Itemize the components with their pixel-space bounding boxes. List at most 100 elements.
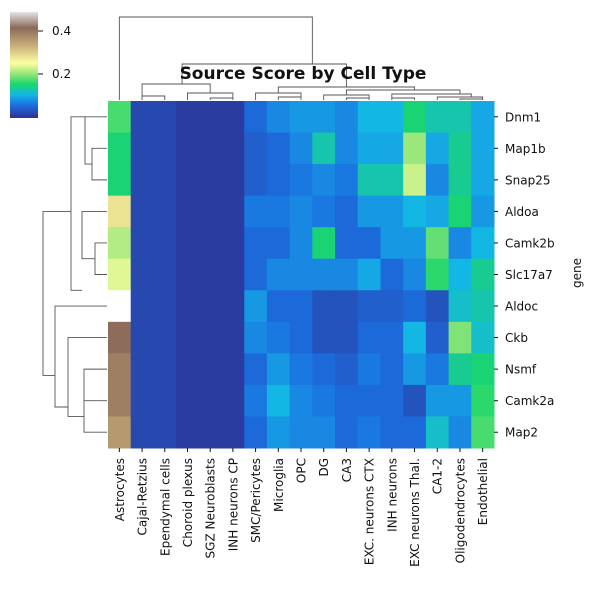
row-label: Dnm1 (505, 110, 541, 124)
heatmap-cell (357, 321, 381, 354)
heatmap-cell (153, 258, 177, 291)
heatmap-cell (357, 132, 381, 165)
heatmap-cell (244, 164, 268, 197)
row-tick-marks (494, 116, 498, 433)
heatmap-cell (244, 416, 268, 449)
heatmap-cell (425, 164, 450, 197)
row-label: Aldoa (505, 205, 539, 219)
heatmap-cell (130, 164, 154, 197)
heatmap-cell (108, 290, 132, 323)
heatmap-cell (312, 416, 336, 449)
column-label: INH neurons CP (226, 458, 240, 551)
heatmap-cell (425, 384, 450, 417)
heatmap-cell (221, 290, 245, 323)
heatmap-cell (471, 353, 495, 386)
heatmap-cell (425, 416, 450, 449)
heatmap-cell (221, 384, 245, 417)
dendrogram-link (67, 337, 107, 417)
heatmap-cell (335, 258, 359, 291)
heatmap-cell (108, 227, 132, 260)
heatmap-cell (380, 290, 404, 323)
heatmap-cell (266, 164, 291, 197)
heatmap-cell (403, 384, 427, 417)
heatmap-cell (335, 101, 359, 134)
heatmap-cell (335, 416, 359, 449)
heatmap-cell (221, 321, 245, 354)
heatmap-cell (471, 258, 495, 291)
heatmap-cell (380, 227, 404, 260)
dendrogram-link (277, 86, 415, 93)
chart-title: Source Score by Cell Type (180, 64, 427, 84)
heatmap-cell (471, 416, 495, 449)
column-label: Astrocytes (113, 458, 127, 521)
heatmap-cell (403, 101, 427, 134)
heatmap-cell (153, 227, 177, 260)
heatmap-cell (471, 132, 495, 165)
heatmap-cell (335, 195, 359, 228)
column-label: Cajal-Retzius (136, 458, 150, 535)
dendrogram-link (181, 63, 347, 87)
heatmap-cell (244, 353, 268, 386)
heatmap-cell (153, 132, 177, 165)
heatmap-cell (153, 416, 177, 449)
heatmap-cell (471, 384, 495, 417)
heatmap-cell (380, 353, 404, 386)
heatmap-cell (312, 384, 336, 417)
column-label: Microglia (272, 458, 286, 512)
dendrogram-link (391, 93, 472, 98)
heatmap-cell (221, 101, 245, 134)
dendrogram-link (42, 210, 71, 376)
heatmap-cell (108, 384, 132, 417)
heatmap-cell (448, 132, 472, 165)
heatmap-cell (289, 290, 313, 323)
heatmap-cell (289, 321, 313, 354)
heatmap-cell (198, 195, 223, 228)
heatmap-cell (266, 321, 291, 354)
dendrogram-link (118, 16, 313, 100)
heatmap-cell (198, 258, 223, 291)
heatmap-cell (198, 227, 223, 260)
heatmap-cell (448, 290, 472, 323)
heatmap-cell (108, 132, 132, 165)
heatmap-cell (289, 195, 313, 228)
row-label: Camk2b (505, 236, 555, 250)
heatmap-cell (153, 164, 177, 197)
heatmap-cell (244, 101, 268, 134)
column-label: DG (317, 458, 331, 477)
heatmap-cell (176, 353, 200, 386)
column-label: CA3 (340, 458, 354, 482)
heatmap-cell (312, 164, 336, 197)
dendrogram-link (54, 305, 107, 408)
heatmap-cell (289, 384, 313, 417)
row-label: Map2 (505, 426, 538, 440)
dendrogram-link (277, 96, 302, 100)
heatmap-cell (130, 353, 154, 386)
heatmap-cell (425, 321, 450, 354)
heatmap-cell (153, 384, 177, 417)
dendrogram-link (83, 368, 107, 401)
dendrogram-link (436, 96, 484, 100)
heatmap-cell (448, 258, 472, 291)
dendrogram-link (81, 210, 107, 260)
heatmap-cell (221, 416, 245, 449)
heatmap-cell (425, 353, 450, 386)
heatmap-cell (176, 290, 200, 323)
heatmap-cell (380, 321, 404, 354)
colorbar-tick-label: 0.2 (52, 67, 71, 81)
heatmap-cell (357, 353, 381, 386)
heatmap-cell (266, 258, 291, 291)
heatmap-cell (448, 227, 472, 260)
dendrogram-link (84, 116, 107, 165)
column-label: INH neurons (385, 458, 399, 532)
column-label: OPC (295, 458, 309, 483)
heatmap-cell (130, 321, 154, 354)
heatmap-cell (403, 321, 427, 354)
colorbar: 0.4 0.2 (10, 12, 71, 118)
heatmap-cell (380, 384, 404, 417)
heatmap-cell (403, 164, 427, 197)
heatmap-cell (357, 258, 381, 291)
dendrogram-link (187, 92, 234, 100)
heatmap-cell (130, 195, 154, 228)
heatmap-cell (153, 101, 177, 134)
